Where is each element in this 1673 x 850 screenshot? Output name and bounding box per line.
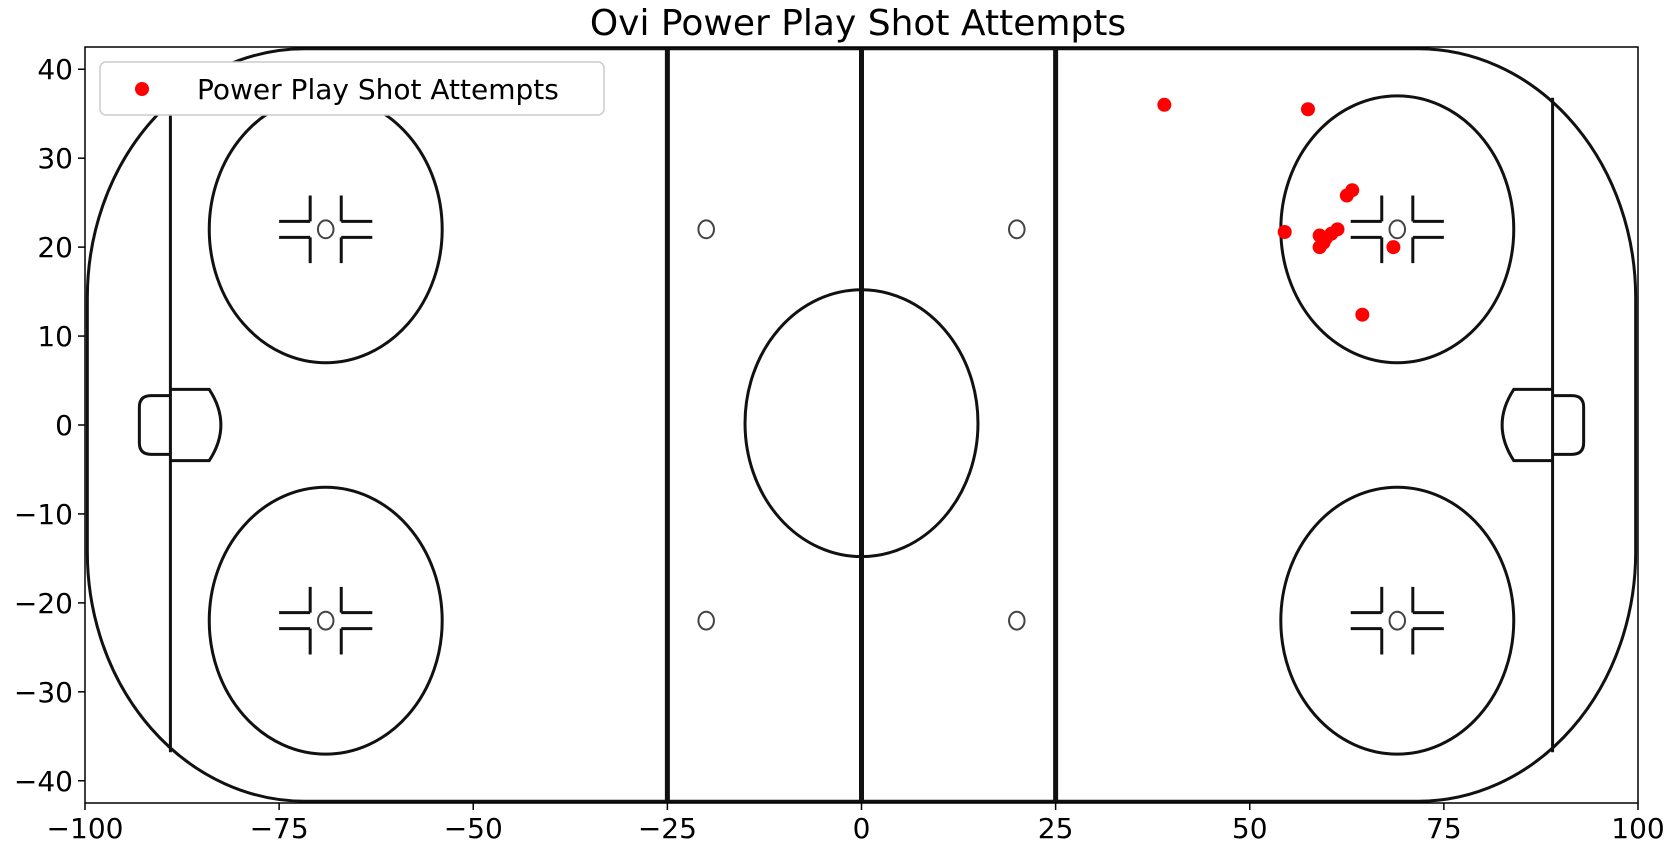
faceoff-circle — [1279, 94, 1516, 365]
x-axis: −100 −75 −50 −25 0 25 50 75 100 — [47, 803, 1665, 845]
neutral-zone-dot — [697, 219, 715, 240]
shot-attempt-point — [1157, 97, 1172, 112]
faceoff-dot — [316, 219, 335, 240]
shot-attempt-point — [1345, 183, 1360, 198]
goal-crease — [170, 387, 223, 463]
y-tick-label: 0 — [55, 409, 73, 442]
neutral-zone-dot — [1008, 219, 1026, 240]
goal-crease — [1500, 387, 1553, 463]
rink-boards — [85, 47, 1638, 803]
y-axis: −40 −30 −20 −10 0 10 20 30 40 — [14, 53, 85, 798]
y-tick-label: −20 — [14, 587, 73, 620]
y-tick-label: 20 — [37, 231, 73, 264]
x-tick-label: 0 — [853, 812, 871, 845]
x-tick-label: −75 — [250, 812, 309, 845]
faceoff-hash-marks — [1350, 195, 1444, 264]
shot-attempt-point — [1316, 235, 1331, 250]
faceoff-hash-marks — [1350, 586, 1444, 655]
faceoff-circle — [207, 485, 444, 756]
x-tick-label: 25 — [1038, 812, 1074, 845]
y-tick-label: −30 — [14, 676, 73, 709]
faceoff-hash-marks — [279, 195, 373, 264]
center-faceoff-circle — [743, 288, 980, 559]
legend-box — [99, 61, 605, 116]
goal-net — [1552, 394, 1586, 456]
x-tick-label: −100 — [47, 812, 124, 845]
x-tick-label: −25 — [638, 812, 697, 845]
faceoff-dot — [316, 610, 335, 631]
scatter-series — [1157, 97, 1401, 322]
x-tick-label: −50 — [444, 812, 503, 845]
goal-net — [137, 394, 171, 456]
y-tick-label: −10 — [14, 498, 73, 531]
shot-attempt-point — [1330, 222, 1345, 237]
faceoff-dot — [1388, 610, 1407, 631]
rink-diagram — [85, 47, 1638, 803]
faceoff-hash-marks — [279, 586, 373, 655]
faceoff-circle — [1279, 485, 1516, 756]
faceoff-circle — [207, 94, 444, 365]
shot-attempt-point — [1355, 307, 1370, 322]
shot-attempt-point — [1386, 240, 1401, 255]
y-tick-label: 30 — [37, 142, 73, 175]
legend-label: Power Play Shot Attempts — [197, 73, 559, 106]
shot-attempt-point — [1300, 102, 1315, 117]
chart-title: Ovi Power Play Shot Attempts — [590, 3, 1126, 44]
x-tick-label: 75 — [1426, 812, 1462, 845]
legend-marker — [135, 82, 149, 96]
y-tick-label: 10 — [37, 320, 73, 353]
x-tick-label: 50 — [1232, 812, 1268, 845]
x-tick-label: 100 — [1611, 812, 1664, 845]
y-tick-label: −40 — [14, 765, 73, 798]
faceoff-dot — [1388, 219, 1407, 240]
neutral-zone-dot — [697, 610, 715, 631]
y-tick-label: 40 — [37, 53, 73, 86]
shot-attempt-point — [1277, 224, 1292, 239]
legend: Power Play Shot Attempts — [99, 61, 605, 116]
neutral-zone-dot — [1008, 610, 1026, 631]
